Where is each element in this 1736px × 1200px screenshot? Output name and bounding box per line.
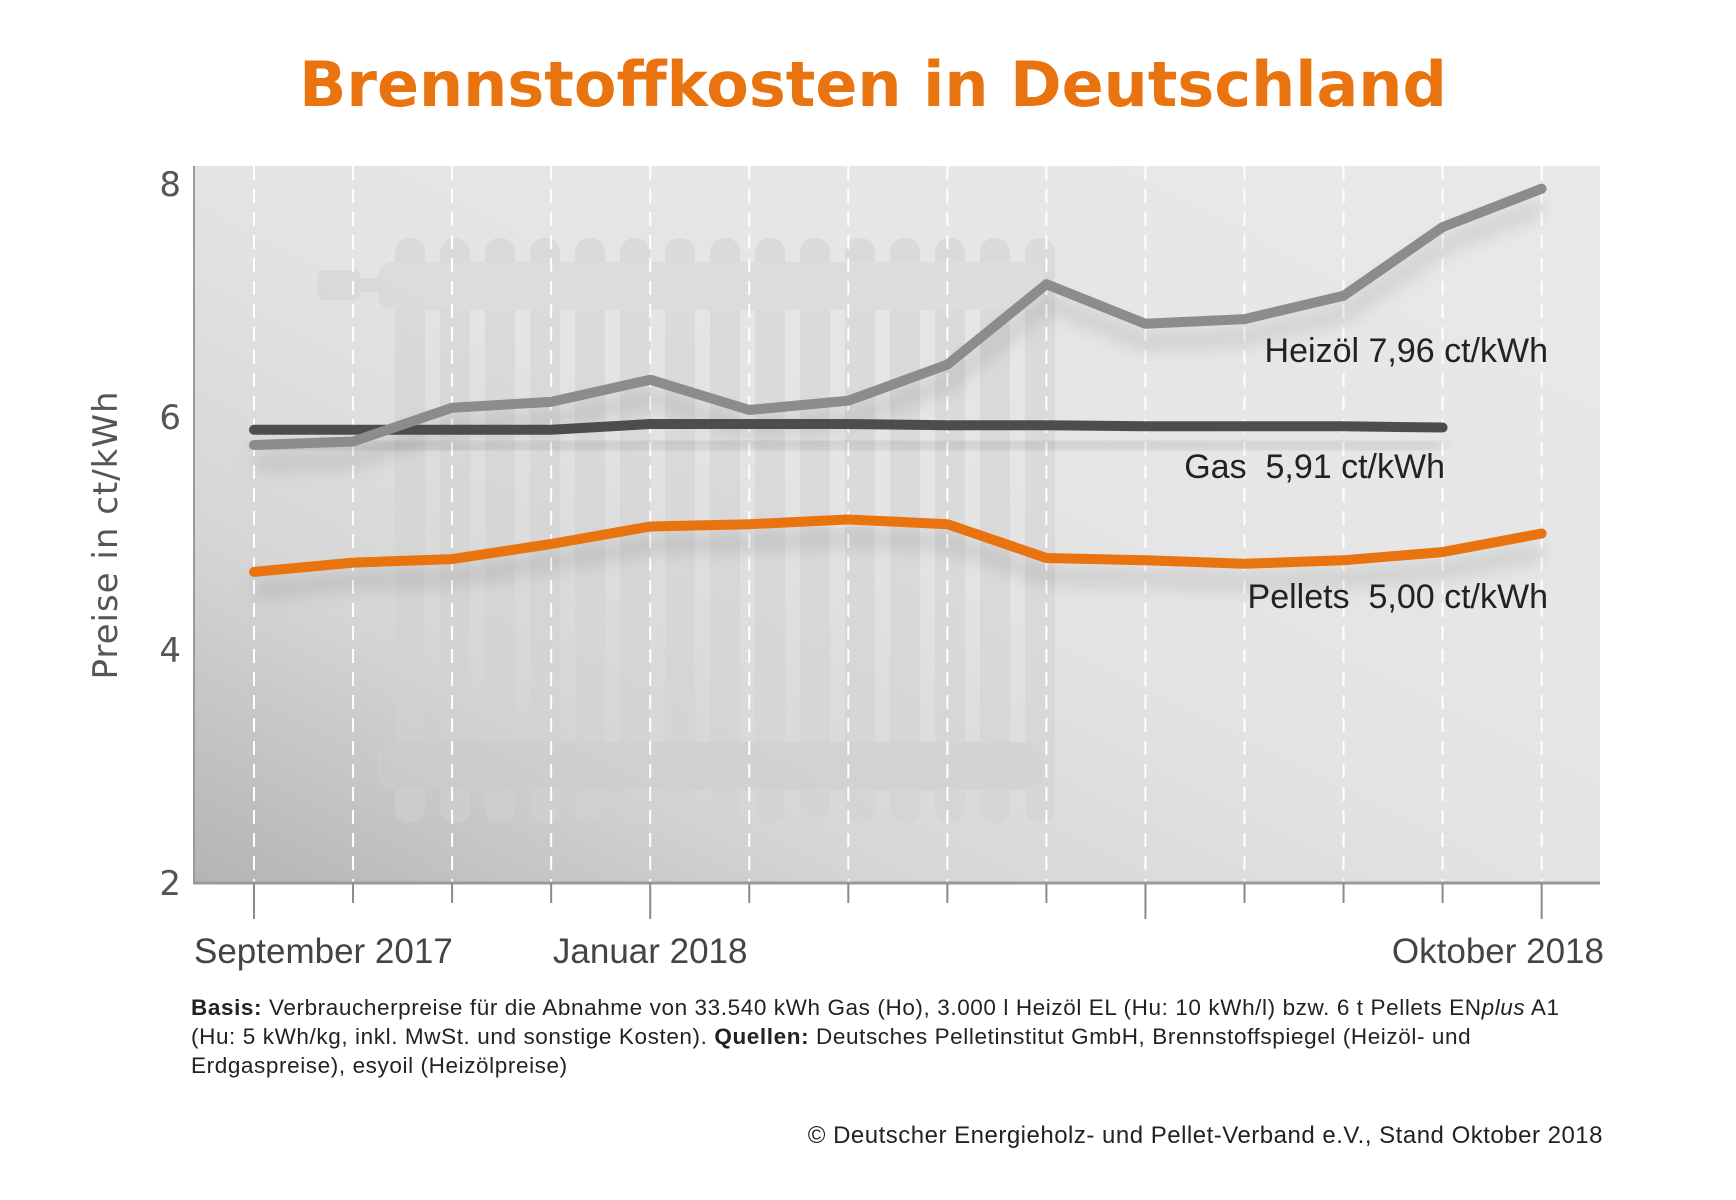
radiator-column bbox=[440, 238, 470, 823]
radiator-bottom-bar bbox=[378, 742, 1043, 790]
radiator-column bbox=[485, 238, 515, 823]
radiator-illustration bbox=[318, 238, 1055, 823]
y-tick-label: 4 bbox=[159, 631, 181, 671]
series-label-pellets: Pellets 5,00 ct/kWh bbox=[1248, 578, 1548, 616]
line-shadows bbox=[253, 200, 1545, 597]
enplus-prefix: EN bbox=[1449, 995, 1482, 1020]
radiator-column bbox=[1025, 238, 1055, 823]
basis-text: Verbraucherpreise für die Abnahme von 33… bbox=[262, 995, 1450, 1020]
radiator-column bbox=[755, 238, 785, 823]
series-lines bbox=[249, 183, 1547, 577]
enplus-rest: A1 (Hu: 5 kWh/kg, inkl. MwSt. und sonsti… bbox=[191, 995, 1560, 1049]
series-label-heizoel: Heizöl 7,96 ct/kWh bbox=[1265, 332, 1548, 370]
y-ticks: 2 4 6 8 bbox=[159, 165, 181, 904]
radiator-top-bar bbox=[378, 262, 1043, 310]
y-axis-label: Preise in ct/kWh bbox=[86, 390, 126, 679]
radiator-column bbox=[845, 238, 875, 823]
radiator-column bbox=[980, 238, 1010, 823]
series-line-heizoel bbox=[249, 183, 1547, 450]
y-tick-label: 2 bbox=[159, 864, 181, 904]
series-label-gas: Gas 5,91 ct/kWh bbox=[1184, 448, 1445, 486]
radiator-column bbox=[710, 238, 740, 823]
radiator-column bbox=[890, 238, 920, 823]
x-tick-labels: September 2017 Januar 2018 Oktober 2018 bbox=[194, 932, 1604, 971]
enplus-italic: plus bbox=[1481, 995, 1526, 1020]
series-line-gas bbox=[249, 419, 1448, 435]
radiator-valve bbox=[318, 270, 360, 300]
radiator-column bbox=[800, 238, 830, 823]
x-tick-label: Januar 2018 bbox=[553, 932, 748, 971]
x-ticks bbox=[253, 883, 1543, 919]
y-tick-label: 8 bbox=[159, 165, 181, 205]
x-tick-label: Oktober 2018 bbox=[1392, 932, 1604, 971]
quellen-text: Deutsches Pelletinstitut GmbH, Brennstof… bbox=[191, 1024, 1472, 1078]
series-line-pellets bbox=[249, 514, 1547, 577]
copyright-notice: © Deutscher Energieholz- und Pellet-Verb… bbox=[807, 1122, 1603, 1149]
radiator-column bbox=[575, 238, 605, 823]
series-shadow-pellets bbox=[253, 530, 1543, 597]
radiator-column bbox=[395, 238, 425, 823]
radiator-column bbox=[530, 238, 560, 823]
y-tick-label: 6 bbox=[159, 398, 181, 438]
radiator-valve-stem bbox=[355, 278, 385, 292]
footer-note: Basis: Verbraucherpreise für die Abnahme… bbox=[191, 993, 1606, 1080]
chart-title: Brennstoffkosten in Deutschland bbox=[299, 48, 1447, 121]
series-shadow-gas bbox=[254, 435, 1443, 455]
x-tick-label: September 2017 bbox=[194, 932, 453, 971]
series-shadow-heizöl bbox=[253, 200, 1545, 470]
quellen-label: Quellen: bbox=[714, 1024, 810, 1049]
basis-label: Basis: bbox=[191, 995, 263, 1020]
